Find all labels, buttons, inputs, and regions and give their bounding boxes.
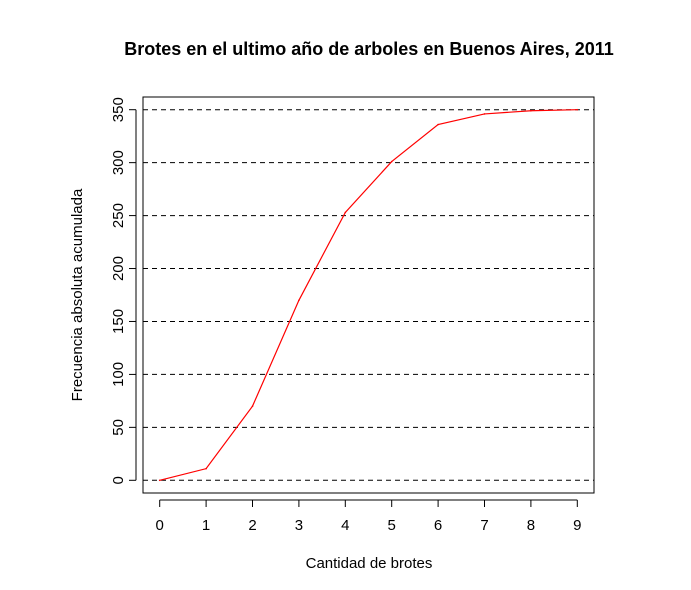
x-tick-label: 5 — [388, 517, 396, 534]
data-point — [205, 467, 207, 470]
series-group — [158, 108, 579, 482]
y-tick-label: 150 — [110, 309, 127, 334]
series-line — [159, 109, 578, 481]
y-axis: 0 50 100 150 200 250 300 350 — [110, 97, 137, 484]
x-axis: 0 1 2 3 4 5 6 7 8 9 — [156, 499, 581, 534]
data-point — [251, 405, 254, 407]
data-point — [344, 211, 347, 214]
chart-title: Brotes en el ultimo año de arboles en Bu… — [124, 39, 614, 59]
y-tick-label: 50 — [110, 419, 127, 436]
y-tick-label: 300 — [110, 150, 127, 175]
data-point — [158, 479, 161, 482]
x-tick-label: 4 — [341, 517, 349, 534]
data-point — [483, 113, 486, 115]
x-axis-label: Cantidad de brotes — [306, 555, 433, 572]
x-tick-label: 3 — [295, 517, 303, 534]
x-tick-label: 0 — [156, 517, 164, 534]
y-tick-label: 0 — [110, 476, 127, 484]
y-tick-label: 350 — [110, 97, 127, 122]
x-tick-label: 1 — [202, 517, 210, 534]
x-tick-label: 8 — [527, 517, 535, 534]
data-point — [298, 299, 300, 302]
y-tick-label: 250 — [110, 203, 127, 228]
y-axis-label: Frecuencia absoluta acumulada — [69, 188, 86, 401]
plot-box — [142, 96, 595, 494]
x-tick-label: 9 — [573, 517, 581, 534]
x-tick-label: 2 — [248, 517, 256, 534]
x-tick-label: 6 — [434, 517, 442, 534]
y-tick-label: 100 — [110, 362, 127, 387]
x-tick-label: 7 — [480, 517, 488, 534]
grid-lines — [143, 109, 594, 481]
data-point — [530, 109, 532, 112]
data-point — [437, 123, 439, 126]
y-tick-label: 200 — [110, 256, 127, 281]
data-point — [390, 160, 393, 163]
data-point — [576, 108, 579, 111]
